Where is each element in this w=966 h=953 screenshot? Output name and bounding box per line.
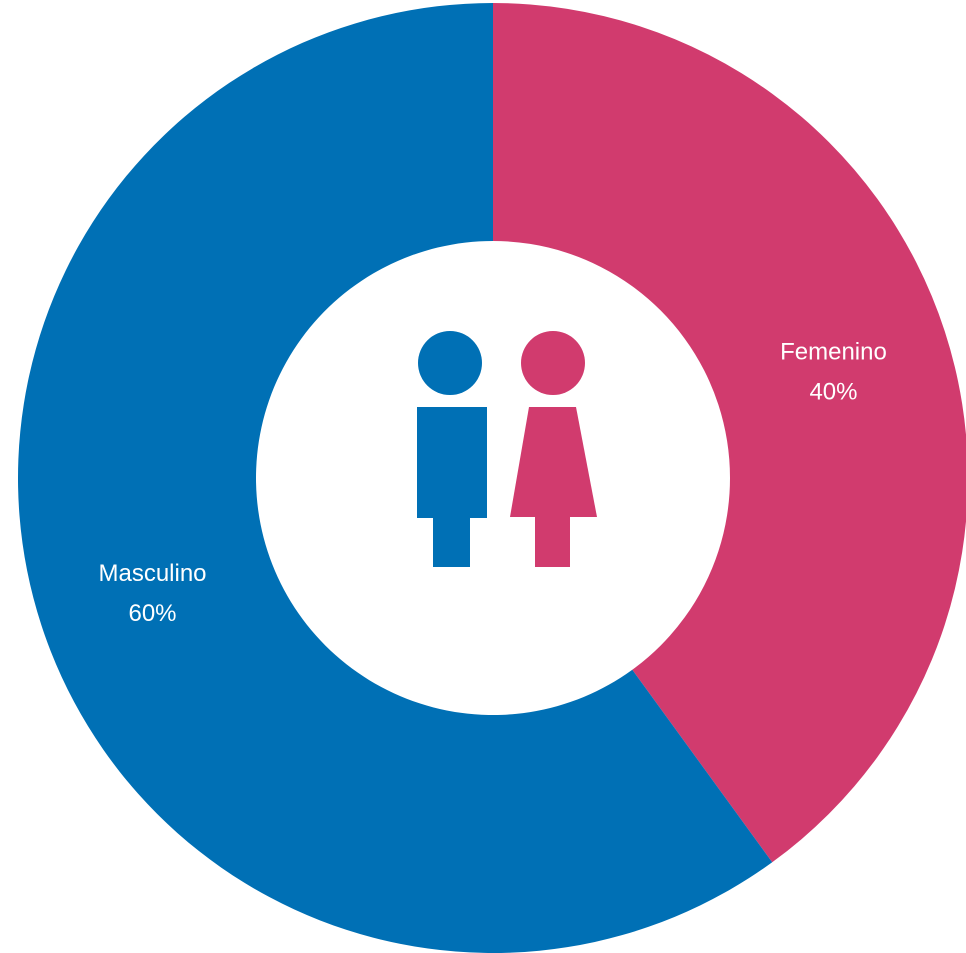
male-icon-head bbox=[418, 331, 482, 395]
value-label: 40% bbox=[809, 379, 857, 406]
female-icon-dress bbox=[510, 407, 597, 517]
wedges bbox=[18, 3, 966, 953]
male-icon-body bbox=[417, 407, 487, 518]
category-label: Femenino bbox=[780, 339, 887, 366]
wedge bbox=[18, 3, 773, 953]
gender-icons bbox=[417, 331, 597, 567]
wedge bbox=[493, 3, 966, 863]
female-icon-head bbox=[521, 331, 585, 395]
male-icon-legs bbox=[433, 517, 470, 567]
value-label: 60% bbox=[128, 600, 176, 627]
category-label: Masculino bbox=[98, 560, 206, 587]
female-icon-legs bbox=[535, 516, 570, 567]
